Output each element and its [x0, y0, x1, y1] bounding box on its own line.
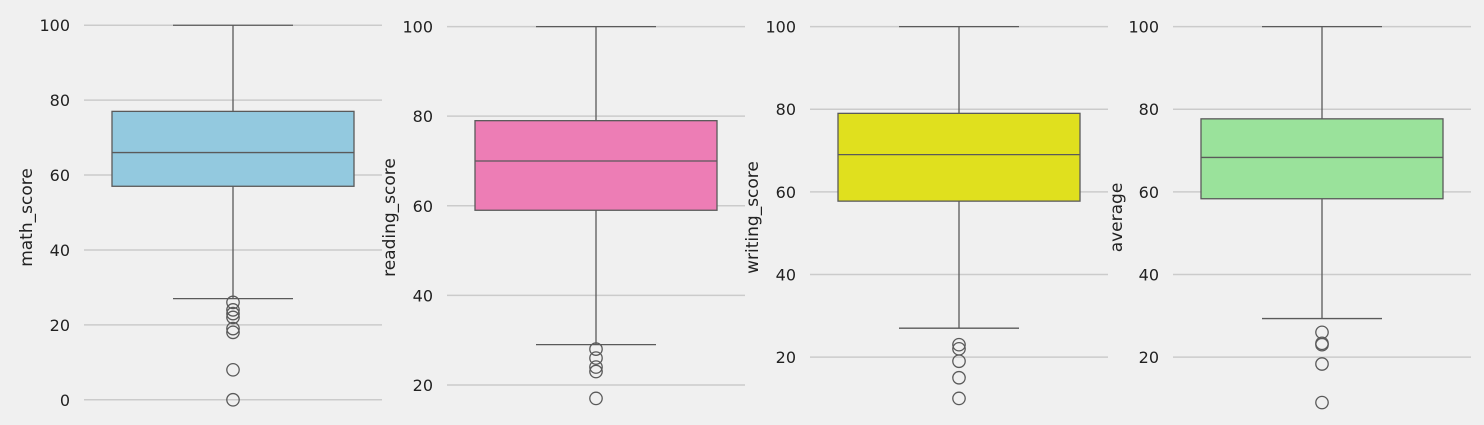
- y-tick-label: 80: [50, 91, 70, 110]
- outlier-point: [226, 295, 240, 310]
- y-axis-label: average: [1107, 183, 1127, 253]
- outlier-point: [589, 391, 603, 406]
- outlier-point: [589, 351, 603, 365]
- outlier-point: [226, 306, 240, 321]
- outlier-point: [226, 310, 240, 325]
- outlier-point: [952, 337, 966, 352]
- iqr-box: [837, 112, 1081, 202]
- y-tick-label: 80: [413, 107, 433, 126]
- outlier-point: [952, 391, 966, 406]
- y-tick-label: 40: [1139, 265, 1159, 284]
- boxplot-panel-2: 20 40 60 80 100 reading_score: [380, 18, 745, 406]
- outlier-point: [226, 362, 240, 377]
- y-tick-label: 60: [776, 183, 796, 202]
- outlier-point: [952, 370, 966, 385]
- outlier-point: [1315, 395, 1329, 410]
- y-tick-label: 60: [1139, 183, 1159, 202]
- iqr-box: [474, 120, 718, 211]
- boxplot-panel-1: 0 20 40 60 80 100 math_score: [17, 16, 382, 410]
- y-tick-label: 20: [50, 316, 70, 335]
- y-tick-label: 100: [39, 16, 70, 35]
- outlier-point: [589, 360, 603, 374]
- y-tick-label: 20: [413, 376, 433, 395]
- iqr-box: [111, 110, 355, 187]
- outlier-point: [226, 392, 240, 407]
- y-tick-label: 40: [413, 286, 433, 305]
- outlier-point: [1315, 337, 1329, 352]
- y-tick-label: 100: [402, 18, 433, 37]
- iqr-box: [1200, 118, 1444, 200]
- y-axis-label: math_score: [17, 168, 37, 267]
- y-tick-label: 60: [50, 166, 70, 185]
- y-tick-label: 80: [1139, 100, 1159, 119]
- outlier-point: [589, 364, 603, 379]
- outlier-point: [1315, 357, 1329, 371]
- y-axis-label: reading_score: [380, 158, 400, 277]
- outlier-point: [226, 321, 240, 336]
- y-tick-label: 20: [776, 348, 796, 367]
- outlier-point: [226, 325, 240, 340]
- y-tick-label: 100: [765, 18, 796, 37]
- y-tick-label: 100: [1128, 18, 1159, 37]
- outlier-point: [226, 303, 240, 317]
- y-tick-label: 80: [776, 100, 796, 119]
- y-tick-label: 20: [1139, 348, 1159, 367]
- y-tick-label: 40: [776, 265, 796, 284]
- y-axis-label: writing_score: [743, 161, 763, 274]
- outlier-point: [589, 342, 603, 356]
- y-tick-label: 60: [413, 197, 433, 216]
- boxplot-panel-3: 20 40 60 80 100 writing_score: [743, 18, 1108, 406]
- boxplot-panel-4: 20 40 60 80 100 average: [1107, 18, 1471, 410]
- y-tick-label: 40: [50, 241, 70, 260]
- y-tick-label: 0: [60, 391, 70, 410]
- outlier-point: [952, 354, 966, 369]
